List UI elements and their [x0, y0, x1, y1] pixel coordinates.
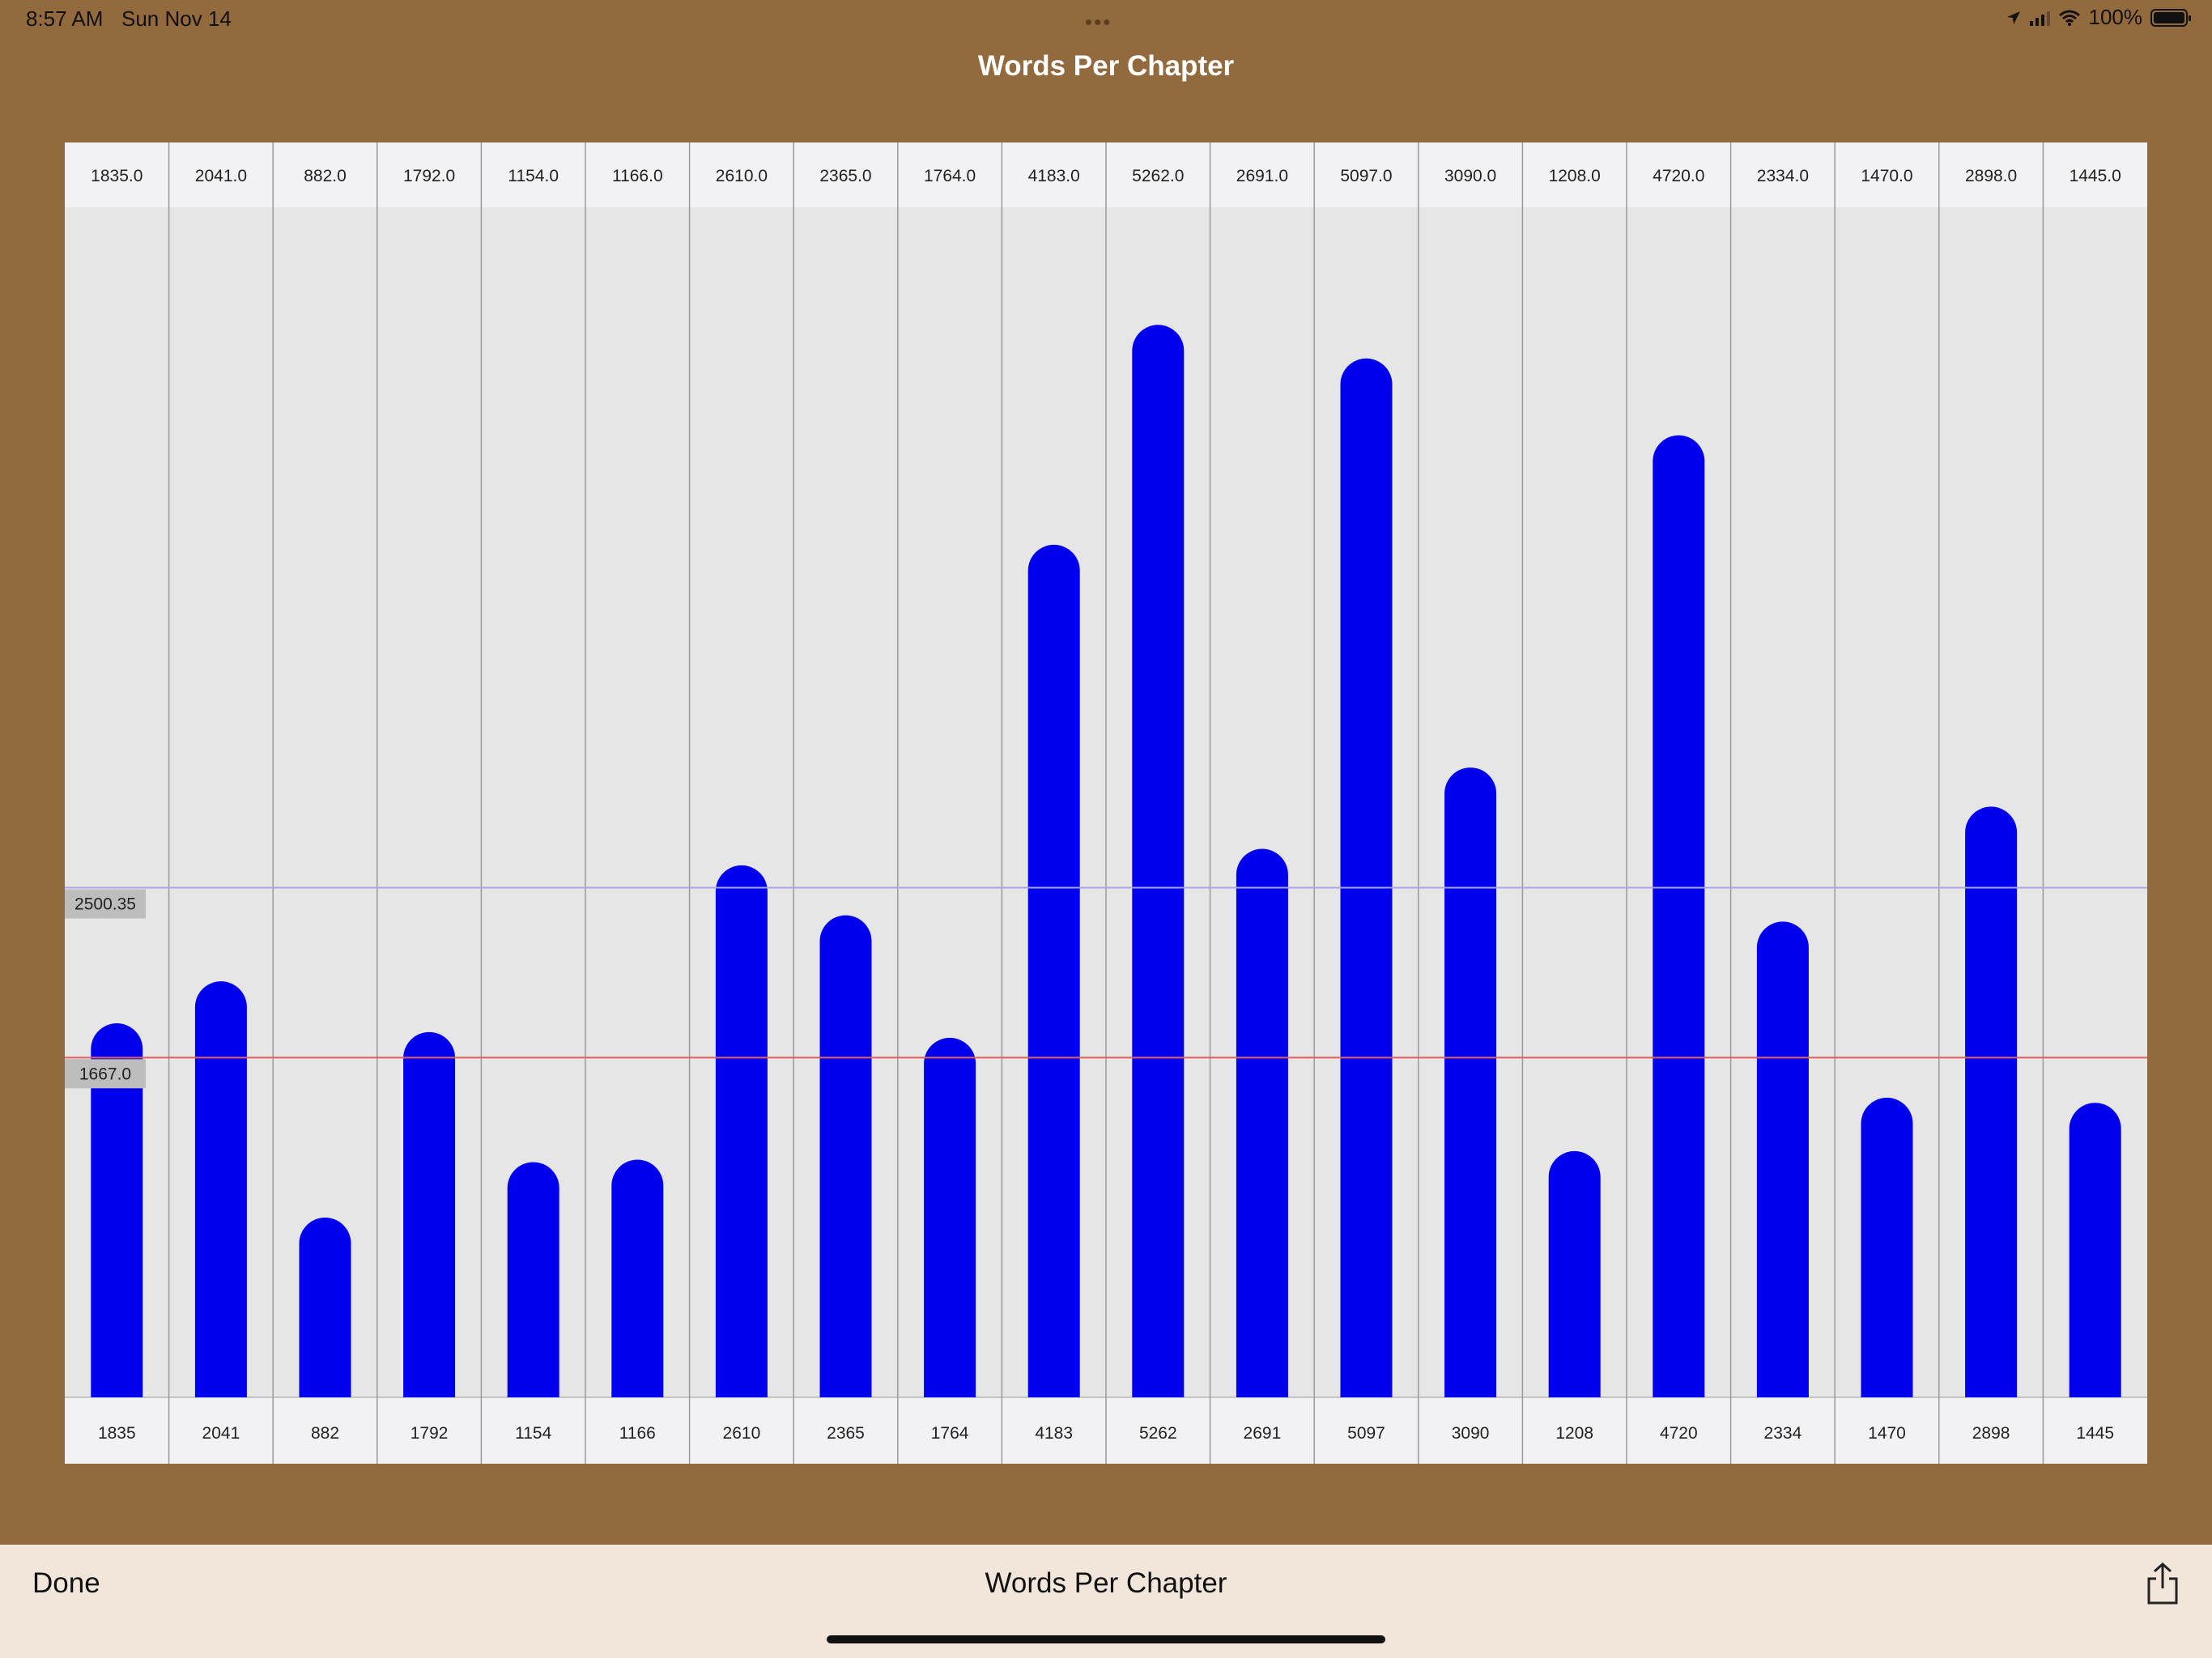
top-value-label: 2334.0: [1757, 167, 1809, 185]
top-value-label: 5097.0: [1340, 167, 1392, 185]
bottom-value-label: 1445: [2076, 1424, 2114, 1443]
bar-chapter-17[interactable]: [1756, 921, 1809, 1397]
top-value-label: 2691.0: [1236, 167, 1288, 185]
bar-chapter-12[interactable]: [1236, 848, 1288, 1397]
bottom-value-label: 1470: [1868, 1424, 1906, 1443]
bar-chapter-4[interactable]: [403, 1031, 456, 1397]
bottom-value-label: 2334: [1764, 1424, 1802, 1443]
bar-chapter-9[interactable]: [924, 1037, 976, 1397]
bottom-value-label: 4183: [1035, 1424, 1073, 1443]
top-value-label: 2898.0: [1965, 167, 2017, 185]
bottom-value-label: 2365: [827, 1424, 865, 1443]
bottom-value-label: 2898: [1972, 1424, 2010, 1443]
bar-chapter-13[interactable]: [1340, 358, 1393, 1398]
bar-chapter-1[interactable]: [91, 1023, 143, 1397]
top-value-label: 5262.0: [1132, 167, 1184, 185]
bottom-toolbar: Done Words Per Chapter: [0, 1545, 2212, 1658]
bar-chapter-2[interactable]: [194, 981, 247, 1397]
top-value-label: 2610.0: [716, 167, 768, 185]
battery-icon: [2150, 8, 2191, 27]
bar-chapter-3[interactable]: [299, 1217, 351, 1397]
bottom-value-label: 3090: [1452, 1424, 1490, 1443]
status-date: Sun Nov 14: [121, 6, 232, 31]
share-icon[interactable]: [2142, 1561, 2183, 1606]
top-value-label: 3090.0: [1444, 167, 1496, 185]
top-value-label: 4720.0: [1653, 167, 1704, 185]
toolbar-title: Words Per Chapter: [985, 1567, 1227, 1599]
bar-chapter-14[interactable]: [1444, 767, 1497, 1397]
top-value-label: 4183.0: [1028, 167, 1080, 185]
home-indicator: [827, 1635, 1385, 1643]
bottom-value-label: 1835: [98, 1424, 136, 1443]
bottom-value-label: 1154: [515, 1424, 551, 1443]
done-button[interactable]: Done: [32, 1567, 100, 1599]
reference-label-box: [65, 1059, 146, 1089]
top-value-label: 1792.0: [403, 167, 455, 185]
bottom-value-label: 2691: [1244, 1424, 1282, 1443]
bar-chapter-15[interactable]: [1548, 1150, 1601, 1397]
bar-chapter-10[interactable]: [1027, 544, 1080, 1397]
reference-label: 2500.35: [74, 895, 136, 914]
top-value-label: 1764.0: [924, 167, 976, 185]
bottom-value-label: 1792: [410, 1424, 449, 1443]
top-value-label: 882.0: [304, 167, 347, 185]
bottom-value-label: 2610: [723, 1424, 761, 1443]
location-arrow-icon: [2006, 11, 2020, 24]
top-value-label: 2041.0: [195, 167, 247, 185]
bar-chapter-18[interactable]: [1861, 1097, 1913, 1397]
bar-chart: 2500.35 1667.0 1835.0 1835 2041.0 2041 882.0 88…: [65, 142, 2147, 1464]
top-value-label: 1166.0: [612, 167, 663, 185]
bottom-value-label: 1764: [931, 1424, 969, 1443]
bar-chapter-7[interactable]: [715, 865, 768, 1397]
bottom-value-label: 2041: [202, 1424, 240, 1443]
status-indicators: 100%: [2006, 5, 2191, 30]
reference-label-box: [65, 889, 146, 919]
top-value-label: 2365.0: [819, 167, 871, 185]
bottom-value-label: 5097: [1347, 1424, 1385, 1443]
bar-chapter-5[interactable]: [507, 1162, 559, 1397]
bottom-value-label: 1166: [619, 1424, 656, 1443]
wifi-icon: [2058, 10, 2080, 26]
multitasking-dots-icon[interactable]: •••: [1085, 10, 1112, 34]
top-value-label: 1445.0: [2069, 167, 2121, 185]
bar-chapter-19[interactable]: [1965, 806, 2018, 1397]
top-value-label: 1208.0: [1549, 167, 1601, 185]
top-value-label: 1154.0: [508, 167, 559, 185]
cellular-signal-icon: [2029, 10, 2050, 26]
bottom-value-label: 5262: [1139, 1424, 1177, 1443]
bottom-value-label: 4720: [1660, 1424, 1698, 1443]
top-value-label: 1835.0: [91, 167, 143, 185]
status-bar: 8:57 AM Sun Nov 14 ••• 100%: [0, 0, 2212, 42]
bottom-value-label: 1208: [1555, 1424, 1593, 1443]
reference-label: 1667.0: [79, 1065, 131, 1083]
status-time: 8:57 AM: [26, 6, 104, 31]
bar-chapter-16[interactable]: [1653, 435, 1705, 1397]
battery-percentage: 100%: [2088, 5, 2143, 29]
top-value-label: 1470.0: [1861, 167, 1912, 185]
chart-panel: 2500.35 1667.0 1835.0 1835 2041.0 2041 882.0 88…: [65, 142, 2147, 1464]
bottom-value-label: 882: [311, 1424, 339, 1443]
bar-chapter-20[interactable]: [2069, 1103, 2121, 1397]
window-title: Words Per Chapter: [977, 50, 1235, 82]
bar-chapter-6[interactable]: [611, 1159, 664, 1397]
bar-chapter-8[interactable]: [819, 915, 872, 1397]
bar-chapter-11[interactable]: [1132, 325, 1185, 1397]
